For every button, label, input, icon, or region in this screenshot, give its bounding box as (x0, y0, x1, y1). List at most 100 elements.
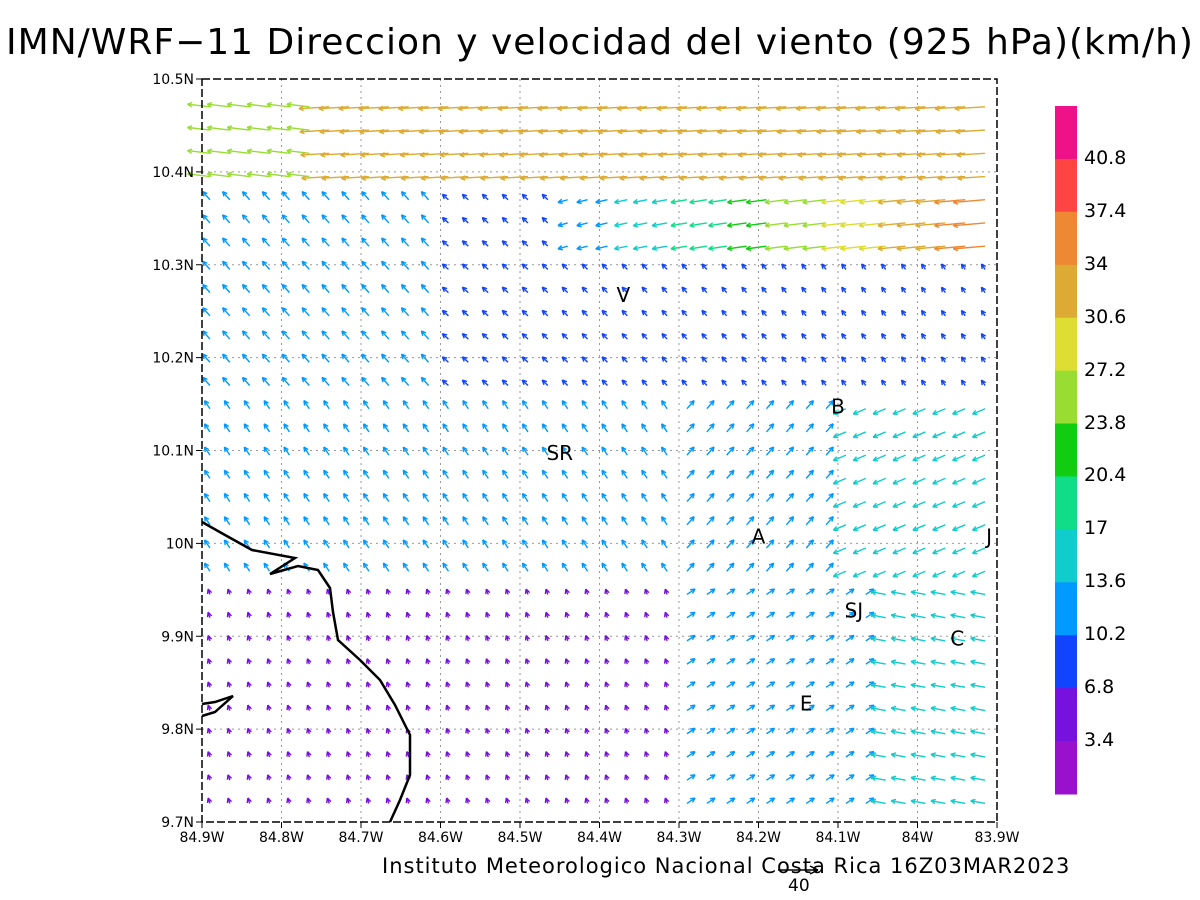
wind-vector (845, 588, 855, 596)
wind-vector (462, 516, 469, 526)
wind-vector (246, 125, 270, 131)
wind-vector (226, 101, 250, 108)
wind-vector (746, 516, 755, 526)
wind-vector (960, 379, 967, 386)
wind-vector (544, 611, 551, 618)
wind-vector (524, 588, 531, 595)
wind-vector (465, 774, 471, 781)
wind-vector (852, 570, 867, 578)
wind-vector (263, 400, 271, 410)
wind-vector (801, 333, 807, 340)
wind-vector (441, 193, 449, 201)
wind-vector (481, 309, 489, 317)
wind-vector (746, 539, 755, 549)
wind-vector (266, 148, 290, 154)
wind-vector (541, 286, 549, 294)
wind-vector (544, 681, 551, 688)
wind-vector (246, 681, 252, 688)
wind-vector (621, 516, 628, 526)
wind-vector (766, 774, 776, 781)
wind-vector (342, 400, 350, 410)
reference-vector-arrow (778, 865, 819, 875)
wind-vector (825, 539, 834, 549)
wind-vector (604, 681, 610, 688)
wind-vector (243, 446, 251, 456)
wind-vector (890, 612, 906, 619)
lon-tick-label: 84.6W (418, 830, 463, 846)
wind-vector (971, 500, 986, 508)
wind-vector (805, 797, 815, 805)
wind-vector (541, 263, 549, 270)
wind-vector (581, 332, 589, 340)
wind-vector (852, 408, 867, 416)
wind-vector (223, 562, 231, 572)
wind-vector (341, 214, 350, 224)
wind-vector (442, 423, 450, 433)
wind-vector (223, 539, 231, 549)
wind-vector (420, 283, 430, 294)
wind-vector (746, 727, 756, 735)
wind-vector (880, 263, 887, 270)
wind-vector (746, 797, 756, 805)
wind-vector (206, 635, 213, 642)
wind-vector (706, 704, 716, 712)
wind-vector (821, 263, 827, 270)
wind-vector (604, 658, 610, 665)
wind-vector (765, 539, 775, 549)
wind-vector (425, 774, 431, 781)
wind-vector (524, 797, 531, 804)
wind-vector (785, 634, 796, 642)
wind-vector (261, 237, 271, 247)
wind-vector (621, 332, 628, 340)
wind-vector (241, 330, 251, 340)
wind-vector (755, 105, 787, 112)
wind-vector (306, 658, 312, 665)
wind-vector (457, 105, 489, 112)
wind-vector (524, 774, 531, 781)
colorbar-label: 3.4 (1084, 729, 1115, 752)
wind-vector (243, 539, 251, 549)
wind-vector (323, 423, 330, 433)
wind-vector (321, 330, 330, 340)
wind-vector (541, 423, 549, 433)
wind-vector (621, 309, 628, 317)
wind-vector (741, 263, 748, 270)
wind-vector (621, 539, 628, 549)
wind-vector (870, 775, 886, 782)
wind-vector (686, 399, 695, 410)
wind-vector (341, 353, 350, 363)
wind-vector (872, 408, 886, 416)
wind-vector (706, 658, 716, 665)
wind-vector (624, 797, 630, 804)
wind-vector (281, 307, 290, 317)
wind-vector (890, 659, 906, 665)
wind-vector (362, 423, 370, 433)
wind-vector (385, 704, 392, 711)
wind-vector (932, 500, 946, 508)
wind-vector (226, 774, 233, 781)
wind-vector (870, 752, 886, 758)
map-title: IMN/WRF−11 Direccion y velocidad del vie… (6, 22, 1194, 63)
wind-vector (765, 399, 775, 410)
wind-vector (501, 286, 509, 294)
wind-vector (912, 500, 926, 508)
wind-vector (326, 611, 332, 618)
wind-vector (301, 307, 310, 317)
wind-vector (727, 222, 747, 228)
wind-vector (870, 729, 886, 735)
wind-vector (637, 128, 668, 135)
wind-vector (621, 286, 628, 294)
wind-vector (246, 774, 252, 781)
wind-vector (805, 750, 815, 758)
wind-vector (321, 283, 330, 294)
wind-vector (385, 797, 392, 804)
wind-vector (781, 333, 787, 340)
wind-vector (521, 379, 529, 386)
wind-vector (805, 516, 815, 526)
wind-vector (581, 469, 589, 479)
wind-vector (920, 379, 927, 386)
wind-vector (400, 237, 410, 247)
wind-vector (661, 332, 668, 340)
wind-vector (187, 101, 211, 108)
wind-vector (855, 105, 886, 112)
